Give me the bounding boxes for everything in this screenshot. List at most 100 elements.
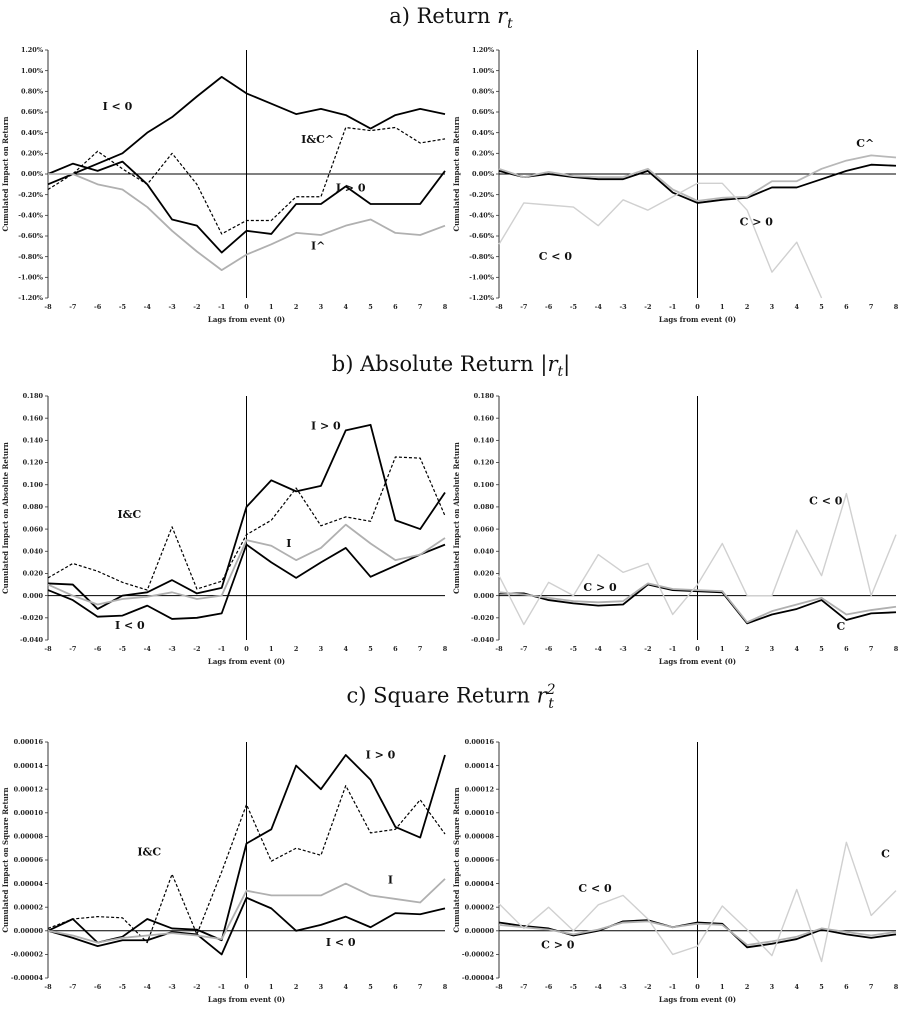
x-tick-label: -5	[119, 983, 127, 991]
y-tick-label: 0.180	[474, 392, 495, 400]
y-tick-label: 0.60%	[21, 108, 44, 116]
y-tick-label: 0.080	[23, 503, 44, 511]
y-tick-label: 0.80%	[472, 88, 495, 96]
x-tick-label: -4	[144, 303, 152, 311]
y-tick-label: 0.100	[23, 481, 44, 489]
y-axis-label: Cumulated Impact on Return	[452, 117, 461, 232]
y-tick-label: 0.20%	[472, 150, 495, 158]
series-annotation: C < 0	[539, 250, 573, 263]
x-tick-label: 0	[244, 645, 249, 653]
x-tick-label: -2	[644, 645, 651, 653]
y-tick-label: 0.140	[23, 437, 44, 445]
y-tick-label: 0.060	[474, 525, 495, 533]
y-tick-label: -0.80%	[469, 253, 495, 261]
x-tick-label: 8	[894, 303, 899, 311]
y-tick-label: 1.00%	[21, 67, 44, 75]
x-tick-label: 0	[695, 645, 700, 653]
x-tick-label: 1	[269, 303, 274, 311]
x-tick-label: -6	[545, 983, 553, 991]
row-title-a-sub: t	[507, 16, 513, 32]
y-tick-label: 0.40%	[472, 129, 495, 137]
y-tick-label: 0.120	[23, 459, 44, 467]
series-annotation: C > 0	[740, 216, 774, 229]
x-tick-label: 5	[819, 645, 824, 653]
y-tick-label: 0.00006	[465, 856, 495, 864]
y-tick-label: -0.40%	[18, 212, 44, 220]
x-tick-label: 1	[269, 983, 274, 991]
y-tick-label: -0.80%	[18, 253, 44, 261]
x-tick-label: 8	[443, 303, 448, 311]
x-tick-label: 3	[319, 303, 324, 311]
y-tick-label: 0.100	[474, 481, 495, 489]
y-tick-label: -0.00002	[11, 951, 43, 959]
x-tick-label: 2	[745, 303, 750, 311]
y-tick-label: 0.40%	[21, 129, 44, 137]
x-tick-label: 4	[794, 983, 799, 991]
x-tick-label: 1	[720, 303, 725, 311]
y-tick-label: 0.00%	[472, 170, 495, 178]
x-tick-label: 1	[720, 645, 725, 653]
series-annotation: C	[836, 620, 845, 633]
y-tick-label: 0.040	[474, 547, 495, 555]
y-tick-label: 0.000	[474, 592, 495, 600]
x-tick-label: 3	[319, 645, 324, 653]
series-annotation: I > 0	[311, 419, 341, 432]
y-tick-label: 1.00%	[472, 67, 495, 75]
series-line-3	[499, 183, 822, 298]
series-annotation: I&C	[117, 508, 141, 521]
x-tick-label: 5	[368, 645, 373, 653]
x-tick-label: -5	[570, 645, 578, 653]
row-title-c-sup: 2	[547, 683, 556, 697]
x-tick-label: -7	[69, 303, 76, 311]
x-tick-label: 6	[844, 645, 849, 653]
y-tick-label: 0.00004	[14, 880, 44, 888]
x-tick-label: 2	[294, 303, 299, 311]
x-tick-label: 5	[368, 983, 373, 991]
y-tick-label: -1.00%	[18, 274, 44, 282]
x-tick-label: -6	[545, 645, 553, 653]
y-tick-label: 0.60%	[472, 108, 495, 116]
x-axis-label: Lags from event (0)	[208, 315, 285, 324]
y-axis-label: Cumulated Impact on Square Return	[452, 787, 461, 932]
y-tick-label: 0.00016	[465, 738, 495, 746]
y-tick-label: 0.160	[474, 414, 495, 422]
x-tick-label: -7	[69, 645, 76, 653]
x-tick-label: 0	[695, 983, 700, 991]
y-tick-label: 0.00002	[465, 903, 494, 911]
y-tick-label: 0.20%	[21, 150, 44, 158]
x-tick-label: -8	[44, 645, 52, 653]
y-tick-label: 0.00012	[14, 785, 43, 793]
series-annotation: C > 0	[583, 581, 617, 594]
y-tick-label: 0.00016	[14, 738, 44, 746]
x-tick-label: 6	[393, 983, 398, 991]
x-tick-label: -6	[94, 303, 102, 311]
x-tick-label: 3	[770, 983, 775, 991]
y-tick-label: -0.40%	[469, 212, 495, 220]
x-tick-label: 3	[319, 983, 324, 991]
x-tick-label: 5	[819, 303, 824, 311]
y-tick-label: 0.000	[23, 592, 44, 600]
chart-panel-a-right: -1.20%-1.00%-0.80%-0.60%-0.40%-0.20%0.00…	[451, 44, 902, 328]
y-tick-label: -0.020	[471, 614, 495, 622]
x-tick-label: -5	[570, 303, 578, 311]
x-tick-label: -7	[520, 645, 527, 653]
y-tick-label: -0.00004	[462, 974, 495, 982]
y-tick-label: 0.020	[23, 570, 44, 578]
y-tick-label: 0.00%	[21, 170, 44, 178]
x-tick-label: -2	[644, 983, 651, 991]
x-tick-label: 3	[770, 303, 775, 311]
y-tick-label: -1.20%	[18, 294, 44, 302]
x-axis-label: Lags from event (0)	[659, 315, 736, 324]
y-tick-label: 0.080	[474, 503, 495, 511]
x-tick-label: -8	[495, 645, 503, 653]
series-annotation: C^	[856, 137, 874, 150]
row-title-c: c) Square Return r2t	[0, 683, 902, 711]
y-tick-label: -0.00002	[462, 951, 494, 959]
y-tick-label: -0.60%	[18, 232, 44, 240]
y-tick-label: 0.00002	[14, 903, 43, 911]
series-annotation: I&C	[137, 845, 161, 858]
x-tick-label: -3	[168, 303, 176, 311]
x-tick-label: -4	[595, 983, 603, 991]
x-tick-label: 3	[770, 645, 775, 653]
chart-panel-b-left: -0.040 -0.020 0.000 0.020 0.040 0.060 0.080 0.1…	[0, 390, 451, 670]
